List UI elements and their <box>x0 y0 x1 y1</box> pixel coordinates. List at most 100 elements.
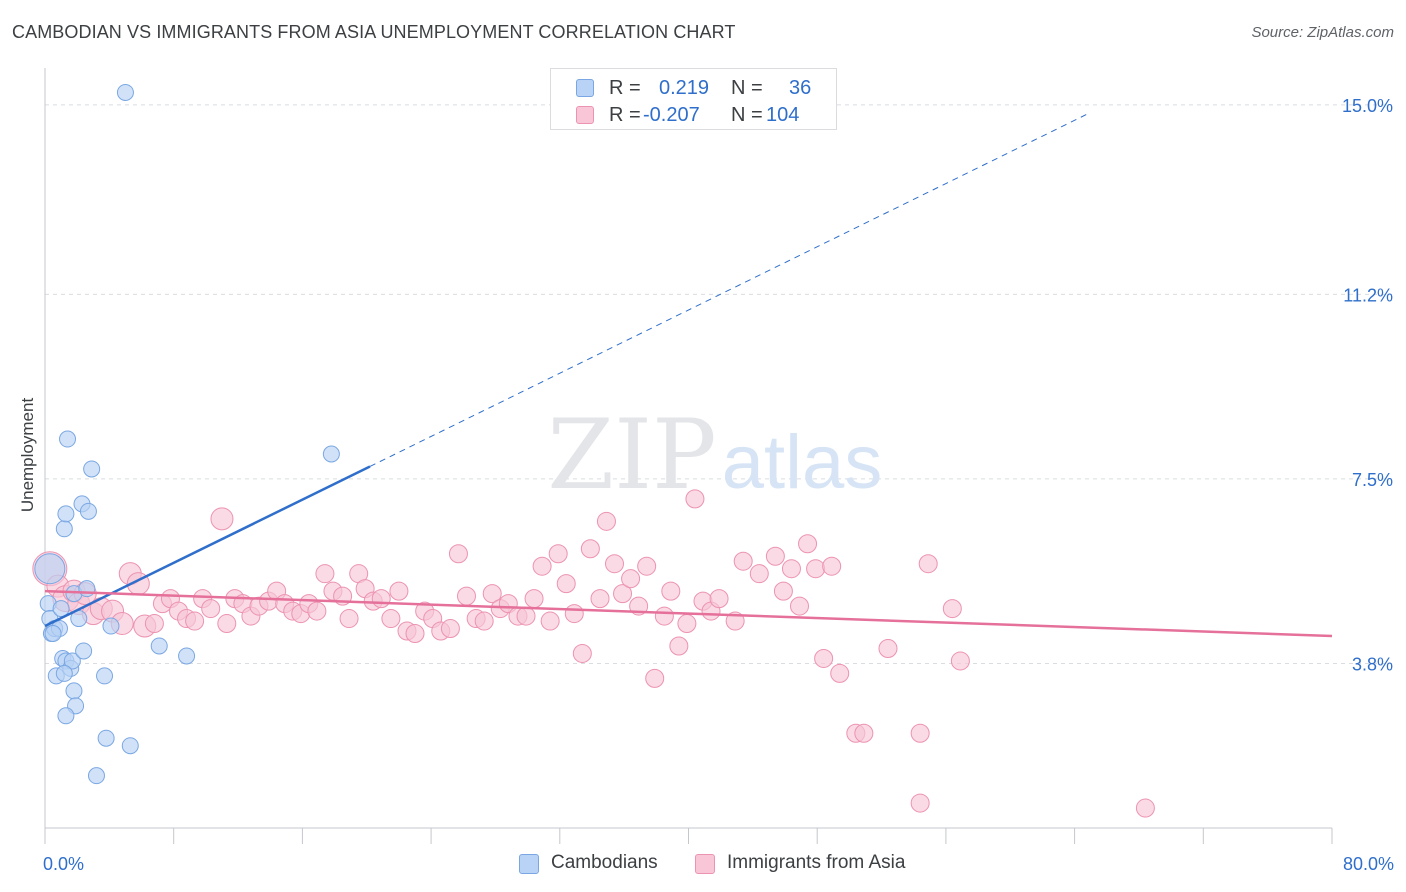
watermark-atlas: atlas <box>722 420 883 505</box>
data-point <box>773 581 793 601</box>
axes <box>44 68 1333 844</box>
data-point <box>733 551 753 571</box>
y-tick-label: 3.8% <box>1352 654 1393 674</box>
tick-labels: 3.8% 7.5% 11.2% 15.0% 0.0% 80.0% <box>43 96 1394 874</box>
legend-n-value: 36 <box>789 77 812 99</box>
data-point <box>102 617 120 635</box>
data-point <box>910 723 930 743</box>
data-point <box>580 539 600 559</box>
data-point <box>1135 798 1155 818</box>
legend-label-cambodians: Cambodians <box>551 852 658 873</box>
data-point <box>822 556 842 576</box>
data-point <box>63 652 81 670</box>
data-point <box>798 534 818 554</box>
data-point <box>806 559 826 579</box>
data-point <box>516 606 536 626</box>
data-point <box>910 793 930 813</box>
data-point <box>878 638 898 658</box>
data-point <box>548 544 568 564</box>
data-point <box>75 642 93 660</box>
data-point <box>144 614 164 634</box>
data-point <box>669 636 689 656</box>
series-cambodians <box>34 83 340 785</box>
data-point <box>315 564 335 584</box>
data-point <box>57 505 75 523</box>
data-point <box>532 556 552 576</box>
source-label: Source: ZipAtlas.com <box>1251 24 1394 41</box>
series-legend: Cambodians Immigrants from Asia <box>0 852 1406 878</box>
data-point <box>474 611 494 631</box>
data-point <box>389 581 409 601</box>
data-point <box>814 648 834 668</box>
legend-n-label: N = <box>731 104 763 126</box>
data-point <box>381 609 401 629</box>
trend-line-cambodians-extrapolated <box>369 111 1091 467</box>
data-point <box>854 723 874 743</box>
grid-lines <box>45 104 1392 664</box>
data-point <box>322 445 340 463</box>
data-point <box>950 651 970 671</box>
data-point <box>371 589 391 609</box>
y-tick-label: 15.0% <box>1342 96 1393 116</box>
data-point <box>55 664 73 682</box>
data-point <box>482 584 502 604</box>
data-point <box>564 604 584 624</box>
data-point <box>613 584 633 604</box>
data-point <box>65 682 83 700</box>
data-point <box>201 599 221 619</box>
legend-swatch-pink <box>576 106 594 124</box>
data-point <box>87 767 105 785</box>
y-tick-label: 11.2% <box>1343 285 1393 305</box>
data-point <box>830 663 850 683</box>
series-immigrants-from-asia <box>32 489 1155 818</box>
data-point <box>604 554 624 574</box>
data-point <box>44 625 62 643</box>
legend-row-immigrants: R = -0.207 N = 104 <box>551 102 836 128</box>
legend-r-label: R = <box>609 104 641 126</box>
data-point <box>121 737 139 755</box>
data-point <box>709 589 729 609</box>
data-point <box>52 600 70 618</box>
data-point <box>621 569 641 589</box>
data-point <box>440 619 460 639</box>
data-point <box>645 668 665 688</box>
data-point <box>677 614 697 634</box>
data-point <box>34 553 66 585</box>
data-point <box>590 589 610 609</box>
legend-swatch-blue <box>576 79 594 97</box>
data-point <box>97 729 115 747</box>
data-point <box>918 554 938 574</box>
data-point <box>654 606 674 626</box>
data-point <box>307 601 327 621</box>
data-point <box>150 637 168 655</box>
correlation-legend: R = 0.219 N = 36 R = -0.207 N = 104 <box>550 68 837 130</box>
data-point <box>59 430 77 448</box>
legend-label-immigrants: Immigrants from Asia <box>727 852 906 873</box>
legend-swatch-blue <box>519 854 539 874</box>
data-point <box>178 647 196 665</box>
data-point <box>942 599 962 619</box>
legend-n-label: N = <box>731 77 763 99</box>
legend-r-value: -0.207 <box>643 104 700 126</box>
trend-line-immigrants <box>44 589 1333 638</box>
legend-n-value: 104 <box>766 104 800 126</box>
data-point <box>217 614 237 634</box>
data-point <box>637 556 657 576</box>
x-tick-label-max: 80.0% <box>1343 854 1394 874</box>
trend-lines <box>44 111 1333 638</box>
data-point <box>790 596 810 616</box>
data-point <box>661 581 681 601</box>
legend-r-label: R = <box>609 77 641 99</box>
data-point <box>210 507 234 531</box>
data-point <box>405 624 425 644</box>
x-tick-label-min: 0.0% <box>43 854 84 874</box>
data-point <box>339 609 359 629</box>
data-point <box>456 586 476 606</box>
legend-row-cambodians: R = 0.219 N = 36 <box>551 75 836 101</box>
legend-swatch-pink <box>695 854 715 874</box>
data-point <box>596 511 616 531</box>
data-point <box>556 574 576 594</box>
data-point <box>765 546 785 566</box>
data-point <box>57 707 75 725</box>
